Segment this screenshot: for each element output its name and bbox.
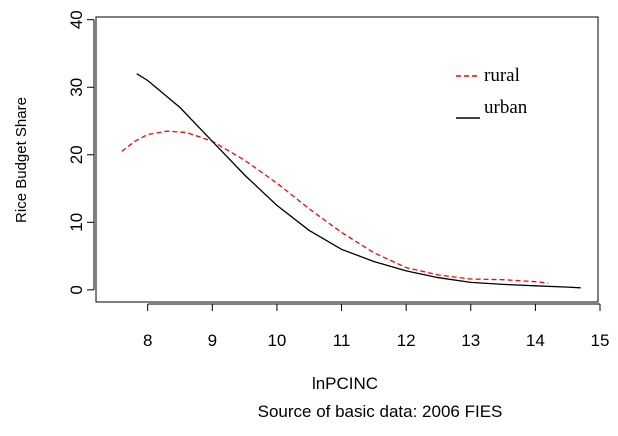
x-tick-label: 13: [461, 331, 480, 350]
x-tick-label: 15: [591, 331, 610, 350]
y-tick-label: 10: [67, 213, 86, 232]
plot-frame: [95, 16, 599, 303]
x-tick-label: 8: [143, 331, 152, 350]
x-tick-label: 10: [267, 331, 286, 350]
legend-label: rural: [484, 65, 520, 86]
line: [136, 73, 581, 289]
x-axis-label: lnPCINC: [312, 374, 378, 393]
x-tick-label: 11: [333, 331, 351, 350]
x-tick-label: 14: [526, 331, 545, 350]
caption: Source of basic data: 2006 FIES: [258, 402, 503, 421]
y-tick-label: 40: [67, 10, 86, 29]
x-tick-label: 9: [208, 331, 217, 350]
y-tick-label: 20: [67, 145, 86, 164]
legend-label: urban: [484, 97, 528, 118]
line: [121, 130, 549, 284]
x-tick-label: 12: [397, 331, 416, 350]
y-tick-label: 0: [67, 285, 86, 294]
y-axis-label: Rice Budget Share: [13, 97, 30, 223]
y-tick-label: 30: [67, 78, 86, 97]
